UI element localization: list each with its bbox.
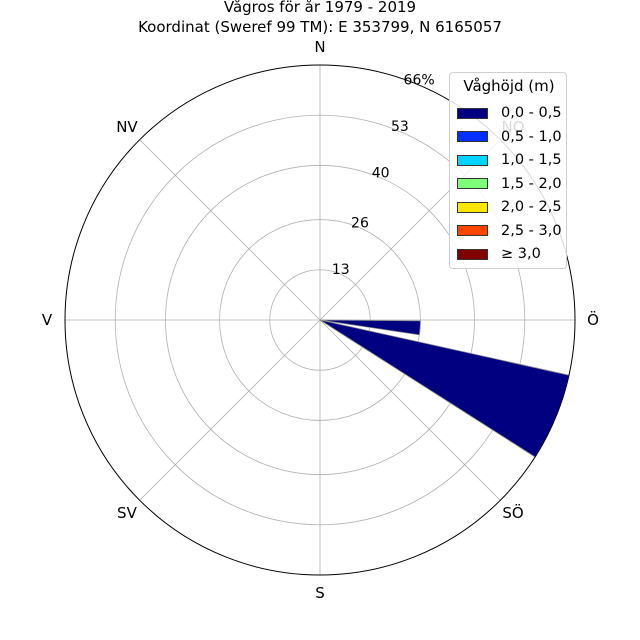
legend-swatch	[457, 154, 488, 166]
direction-label-SÖ: SÖ	[502, 503, 523, 522]
legend-item: 0,5 - 1,0	[457, 127, 562, 147]
chart-title-block: Vågros för år 1979 - 2019 Koordinat (Swe…	[0, 0, 640, 37]
chart-subtitle: Koordinat (Sweref 99 TM): E 353799, N 61…	[138, 18, 502, 36]
r-tick-label-13: 13	[332, 262, 350, 278]
direction-label-Ö: Ö	[587, 310, 599, 329]
legend-item: 2,0 - 2,5	[457, 197, 562, 217]
legend-item: ≥ 3,0	[457, 244, 541, 264]
legend-swatch	[457, 201, 488, 213]
direction-label-S: S	[315, 584, 325, 602]
legend-item: 0,0 - 0,5	[457, 103, 562, 123]
direction-label-N: N	[314, 38, 325, 56]
grid-spoke-NV	[139, 139, 321, 321]
r-tick-label-53: 53	[391, 119, 409, 135]
legend-label: 0,5 - 1,0	[501, 128, 562, 145]
legend-label: 1,5 - 2,0	[501, 175, 562, 192]
legend-swatch	[457, 107, 488, 119]
legend-swatch	[457, 178, 488, 189]
legend: Våghöjd (m) 0,0 - 0,5 0,5 - 1,0 1,0 - 1,5 1…	[449, 72, 567, 269]
r-tick-label-40: 40	[372, 166, 390, 182]
chart-title: Vågros för år 1979 - 2019	[223, 0, 417, 16]
legend-label: 2,0 - 2,5	[501, 199, 562, 215]
outer-circle	[64, 64, 576, 576]
legend-item: 1,0 - 1,5	[457, 150, 562, 170]
bars-layer	[319, 319, 570, 458]
polar-grid	[65, 65, 575, 575]
outer-frame	[64, 64, 576, 576]
direction-label-V: V	[42, 311, 53, 329]
legend-item: 2,5 - 3,0	[457, 221, 562, 241]
bar-0-segment-0	[319, 319, 421, 336]
legend-label: 2,5 - 3,0	[501, 222, 562, 239]
legend-title: Våghöjd (m)	[463, 77, 555, 95]
r-tick-label-66: 66%	[404, 73, 435, 89]
direction-label-NV: NV	[116, 118, 138, 136]
legend-swatch	[457, 248, 488, 260]
grid-spoke-SÖ	[319, 319, 501, 501]
legend-swatch	[457, 225, 488, 236]
r-tick-label-26: 26	[351, 215, 369, 231]
legend-swatch	[457, 131, 488, 142]
bar-1-segment-0	[319, 319, 570, 458]
legend-label: ≥ 3,0	[501, 246, 541, 262]
legend-label: 1,0 - 1,5	[501, 152, 562, 168]
radial-tick-labels: 13 26 40 53 66%	[332, 73, 435, 278]
grid-spoke-SV	[139, 319, 321, 501]
legend-item: 1,5 - 2,0	[457, 174, 562, 194]
direction-label-SV: SV	[117, 504, 138, 522]
legend-label: 0,0 - 0,5	[501, 105, 562, 121]
